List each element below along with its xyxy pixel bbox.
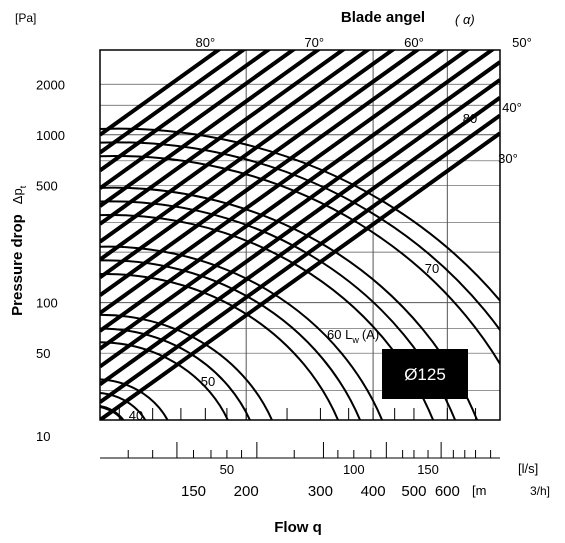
sound-level-label: 80	[463, 111, 477, 126]
blade-angle-line	[100, 50, 297, 190]
sound-level-label: 40	[129, 408, 143, 423]
blade-angle-label: 40°	[502, 100, 522, 115]
sound-level-label: 60 Lw (A)	[327, 327, 379, 345]
blade-angle-line	[100, 131, 500, 420]
sound-level-curve	[100, 259, 362, 420]
y-tick-label: 10	[36, 429, 50, 444]
sound-level-curves	[100, 127, 500, 420]
x-tick-label-ls: 150	[417, 462, 439, 477]
blade-angle-line	[100, 60, 500, 351]
y-axis-label: Pressure drop	[9, 214, 26, 316]
plot-bottom-ticks	[118, 408, 477, 420]
sound-level-label: 50	[201, 374, 215, 389]
x-unit-ls: [l/s]	[518, 461, 538, 476]
x-unit-m3h: [m	[472, 483, 486, 498]
blade-angle-line	[100, 78, 500, 369]
blade-angle-label: 30°	[498, 151, 518, 166]
blade-angle-line	[100, 50, 421, 280]
x-tick-label-m3h: 200	[234, 483, 259, 500]
sound-level-curve	[100, 327, 251, 420]
blade-angle-line	[100, 96, 500, 386]
sound-level-sub: w	[351, 335, 359, 345]
blade-angle-line	[100, 50, 446, 297]
x-tick-label-m3h: 500	[401, 483, 426, 500]
sound-level-label: 70	[425, 261, 439, 276]
x-tick-label-m3h: 600	[435, 483, 460, 500]
y-unit: [Pa]	[15, 11, 36, 25]
x-ticks-m3h: 150 200 300 400 500 600	[181, 483, 460, 500]
x-axis-title: Flow q	[274, 519, 322, 536]
x-minor-ticks	[127, 442, 492, 458]
blade-angle-line	[100, 50, 347, 226]
x-tick-label-ls: 100	[343, 462, 365, 477]
blade-angle-lines	[100, 50, 500, 420]
svg-text:Pressure drop: Pressure drop	[9, 214, 26, 316]
blade-angle-line	[100, 50, 322, 208]
blade-angle-label: 60°	[404, 35, 424, 50]
blade-angle-line	[100, 50, 247, 155]
y-axis-title: Pressure drop	[9, 214, 26, 316]
diameter-badge: Ø125	[382, 349, 468, 399]
sound-level-curve	[100, 378, 169, 420]
blade-angle-line	[100, 50, 496, 333]
x-tick-label-m3h: 150	[181, 483, 206, 500]
blade-angle-label: 80°	[196, 35, 216, 50]
svg-text:Δpt: Δpt	[10, 185, 28, 204]
x-tick-label-m3h: 400	[361, 483, 386, 500]
sound-level-labels: 40 50 60 Lw (A) 70 80	[129, 111, 477, 423]
blade-angle-line	[100, 50, 471, 315]
blade-angle-line	[100, 113, 500, 404]
blade-angle-line	[100, 50, 222, 137]
sound-level-curve	[100, 141, 500, 332]
x-unit-m3h-tail: 3/h]	[530, 484, 550, 498]
diameter-badge-label: Ø125	[404, 365, 446, 384]
y-tick-label: 500	[36, 178, 58, 193]
plot-frame	[99, 49, 501, 421]
y-tick-label: 50	[36, 346, 50, 361]
blade-angle-line	[100, 50, 396, 262]
blade-angle-line	[100, 50, 272, 173]
blade-angle-label: 70°	[304, 35, 324, 50]
sound-level-curve	[100, 313, 274, 420]
angle-symbol: ( α)	[455, 12, 475, 27]
sound-level-curve	[100, 405, 125, 420]
y-tick-label: 100	[36, 296, 58, 311]
sound-level-curve	[100, 391, 147, 420]
blade-angle-labels: 80° 70° 60° 50° 40° 30°	[196, 35, 532, 166]
y-tick-label: 2000	[36, 77, 65, 92]
y-axis-symbol: Δpt	[10, 185, 28, 204]
y-ticks: 2000 1000 500 100 50 10	[36, 77, 65, 444]
y-tick-label: 1000	[36, 128, 65, 143]
x-ticks-ls: 50 100 150	[220, 462, 439, 477]
x-tick-label-m3h: 300	[308, 483, 333, 500]
chart-title: Blade angel	[341, 9, 425, 26]
blade-angle-line	[100, 50, 371, 244]
x-tick-label-ls: 50	[220, 462, 234, 477]
sound-level-unit: (A)	[362, 327, 379, 342]
blade-angle-label: 50°	[512, 35, 532, 50]
